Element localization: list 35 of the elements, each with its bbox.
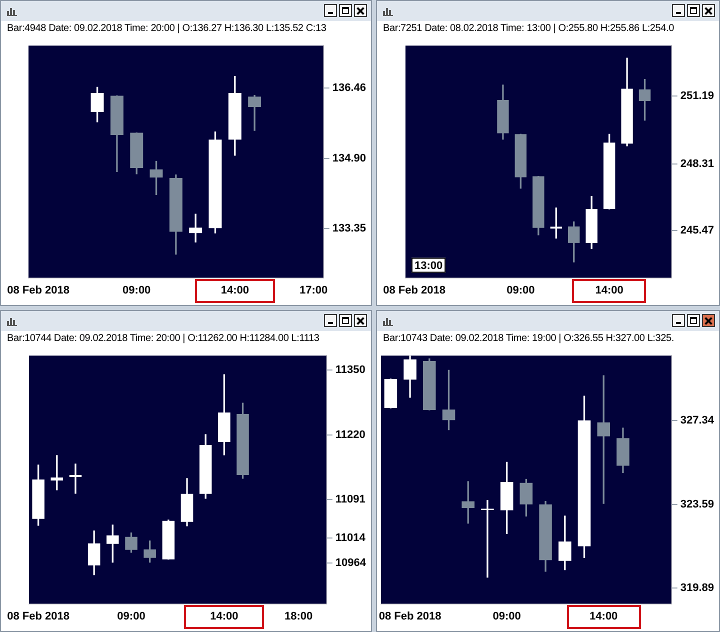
chart-subtitle: Bar:10744 Date: 09.02.2018 Time: 20:00 | O:11262.00 H:11284.00 L:1113 (6, 332, 320, 346)
y-tick-label: 11014 (335, 532, 366, 544)
x-tick-label: 14:00 (590, 610, 618, 622)
candlestick (481, 500, 494, 578)
chart-subtitle: Bar:10743 Date: 09.02.2018 Time: 19:00 | O:326.55 H:327.00 L:325. (382, 332, 675, 346)
y-tick-label: 136.46 (332, 82, 366, 94)
y-tick-label: 134.90 (332, 152, 366, 165)
y-tick-label: 11220 (335, 429, 366, 442)
x-tick-label: 09:00 (506, 284, 535, 296)
candlestick (69, 464, 82, 494)
y-tick-label: 133.35 (332, 222, 366, 235)
x-tick-label: 17:00 (299, 284, 328, 296)
x-tick-label: 08 Feb 2018 (7, 284, 70, 296)
y-tick-label: 11091 (335, 493, 366, 506)
y-tick-label: 319.89 (680, 582, 714, 594)
x-tick-label: 18:00 (284, 610, 313, 622)
x-tick-label: 14:00 (210, 610, 238, 622)
x-tick-label: 08 Feb 2018 (383, 284, 446, 296)
y-tick-label: 327.34 (680, 414, 715, 426)
x-tick-label: 09:00 (492, 610, 521, 622)
x-tick-label: 09:00 (122, 284, 151, 296)
y-tick-label: 248.31 (680, 158, 714, 170)
chart-subtitle: Bar:4948 Date: 09.02.2018 Time: 20:00 | O:136.27 H:136.30 L:135.52 C:13 (6, 22, 328, 36)
annotation: 13:00 (414, 260, 443, 272)
y-tick-label: 10964 (335, 556, 367, 569)
x-tick-label: 08 Feb 2018 (7, 610, 70, 622)
x-tick-label: 09:00 (117, 610, 146, 622)
y-tick-label: 251.19 (680, 90, 714, 102)
x-tick-label: 14:00 (595, 284, 624, 296)
y-tick-label: 323.59 (680, 498, 714, 511)
y-tick-label: 11350 (335, 364, 366, 376)
y-tick-label: 245.47 (680, 224, 714, 237)
x-tick-label: 14:00 (220, 284, 249, 296)
chart-subtitle: Bar:7251 Date: 08.02.2018 Time: 13:00 | O:255.80 H:255.86 L:254.0 (382, 22, 675, 36)
x-tick-label: 08 Feb 2018 (378, 610, 442, 622)
